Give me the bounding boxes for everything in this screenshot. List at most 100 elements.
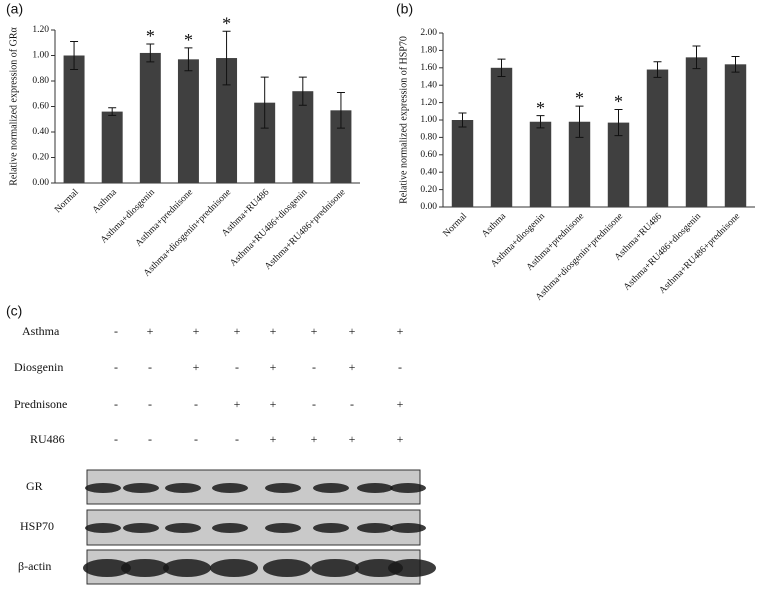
significance-mark: * (222, 13, 231, 33)
condition-sign: + (397, 397, 404, 411)
band (212, 523, 248, 533)
band (390, 523, 426, 533)
y-tick-label: 0.80 (420, 133, 437, 143)
band (313, 483, 349, 493)
condition-sign: + (193, 360, 200, 374)
error-bar (614, 109, 623, 137)
error-bar (692, 45, 701, 70)
band (83, 559, 131, 577)
bar (529, 121, 552, 207)
error-bar (184, 47, 193, 72)
condition-sign: + (270, 324, 277, 338)
band (121, 559, 169, 577)
condition-sign: + (397, 432, 404, 446)
band (265, 483, 301, 493)
band (212, 483, 248, 493)
condition-sign: + (349, 432, 356, 446)
band-label: HSP70 (20, 519, 54, 533)
x-tick-label: Asthma+RU486+diosgenin (228, 187, 309, 268)
error-bar (108, 107, 117, 116)
error-bar (298, 76, 307, 106)
y-tick-label: 0.80 (32, 76, 49, 86)
y-tick-label: 0.60 (420, 150, 437, 160)
error-bar (222, 30, 231, 86)
condition-sign: + (349, 324, 356, 338)
band (85, 523, 121, 533)
condition-sign: + (147, 324, 154, 338)
significance-mark: * (575, 88, 584, 108)
bar (254, 102, 276, 183)
bar (101, 111, 123, 183)
y-tick-label: 0.00 (32, 178, 49, 188)
x-tick-label: Normal (53, 187, 81, 215)
band-label: GR (26, 479, 43, 493)
panel-label: (c) (6, 303, 22, 319)
y-tick-label: 0.40 (420, 167, 437, 177)
x-tick-label: Asthma+RU486+diosgenin (622, 211, 703, 292)
y-tick-label: 0.60 (32, 102, 49, 112)
y-axis-label: Relative normalized expression of HSP70 (398, 36, 409, 204)
significance-mark: * (614, 92, 623, 112)
condition-sign: + (349, 360, 356, 374)
band (388, 559, 436, 577)
band-label: β-actin (18, 559, 51, 573)
bar (330, 110, 352, 183)
x-tick-label: Normal (442, 211, 470, 239)
condition-sign: - (312, 397, 316, 411)
bar (646, 69, 669, 207)
y-tick-label: 0.00 (420, 202, 437, 212)
y-tick-label: 0.40 (32, 127, 49, 137)
band (165, 483, 201, 493)
panel-label: (a) (6, 1, 23, 17)
condition-sign: + (270, 432, 277, 446)
band (265, 523, 301, 533)
significance-mark: * (536, 98, 545, 118)
condition-sign: - (114, 360, 118, 374)
band (313, 523, 349, 533)
band (85, 483, 121, 493)
x-tick-label: Asthma (91, 187, 120, 216)
x-tick-label: Asthma+RU486+prednisone (658, 212, 742, 296)
x-tick-label: Asthma (480, 211, 509, 240)
error-bar (731, 55, 740, 73)
condition-label: Asthma (22, 324, 60, 338)
band (163, 559, 211, 577)
x-tick-label: Asthma+RU486+prednisone (263, 188, 347, 272)
condition-sign: + (234, 324, 241, 338)
bar (63, 55, 85, 183)
error-bar (336, 91, 345, 129)
condition-sign: - (114, 324, 118, 338)
condition-sign: + (270, 397, 277, 411)
y-tick-label: 1.60 (420, 63, 437, 73)
band (123, 523, 159, 533)
band (357, 483, 393, 493)
error-bar (575, 105, 584, 138)
y-tick-label: 1.20 (32, 25, 49, 35)
error-bar (146, 43, 155, 63)
x-tick-label: Asthma+diosgenin+prednisone (534, 212, 625, 303)
bar (490, 67, 513, 207)
y-tick-label: 1.40 (420, 80, 437, 90)
condition-sign: + (234, 397, 241, 411)
condition-sign: - (194, 397, 198, 411)
bar (177, 59, 199, 184)
condition-sign: - (235, 360, 239, 374)
bar (216, 58, 238, 183)
panel-label: (b) (396, 1, 413, 17)
condition-sign: - (398, 360, 402, 374)
condition-sign: - (148, 432, 152, 446)
condition-sign: - (114, 432, 118, 446)
condition-sign: + (311, 432, 318, 446)
condition-sign: - (194, 432, 198, 446)
bar (724, 64, 747, 207)
error-bar (70, 40, 79, 71)
condition-label: Diosgenin (14, 360, 63, 374)
bar (685, 57, 708, 207)
condition-sign: - (148, 360, 152, 374)
band (311, 559, 359, 577)
band (165, 523, 201, 533)
bar (139, 52, 161, 184)
condition-sign: - (235, 432, 239, 446)
band (355, 559, 403, 577)
y-tick-label: 1.00 (420, 115, 437, 125)
